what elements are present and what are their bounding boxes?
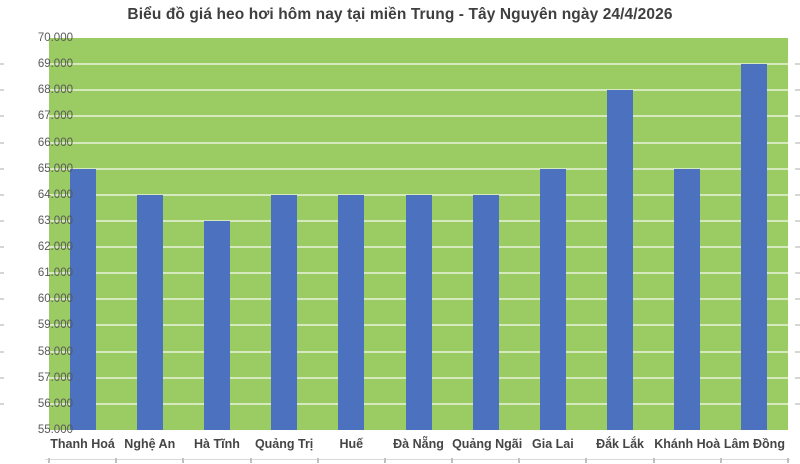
x-tick-label: Hà Tĩnh: [194, 437, 240, 451]
edge-tick: [795, 115, 800, 118]
bottom-axis-tick: [585, 458, 588, 463]
edge-tick: [795, 193, 800, 196]
bar-Thanh Hoá: [69, 168, 96, 430]
edge-tick: [795, 298, 800, 301]
bar-Khánh Hoà: [674, 168, 701, 430]
edge-tick: [795, 167, 800, 170]
gridline: [49, 63, 788, 66]
y-tick-label: 69.000: [37, 58, 73, 71]
bottom-axis-tick: [451, 458, 454, 463]
edge-tick: [795, 324, 800, 327]
gridline: [49, 89, 788, 92]
x-tick-label: Thanh Hoá: [50, 437, 115, 451]
y-tick-label: 60.000: [37, 293, 73, 306]
bar-Đà Nẵng: [405, 194, 432, 430]
bar-Gia Lai: [539, 168, 566, 430]
edge-tick: [0, 298, 4, 301]
edge-tick: [0, 402, 4, 405]
edge-tick: [795, 141, 800, 144]
edge-tick: [0, 115, 4, 118]
bar-Nghệ An: [136, 194, 163, 430]
y-tick-label: 65.000: [37, 162, 73, 175]
edge-tick: [795, 246, 800, 249]
edge-tick: [795, 402, 800, 405]
bar-Đắk Lắk: [607, 90, 634, 430]
edge-tick: [795, 219, 800, 222]
gridline: [49, 193, 788, 196]
y-tick-label: 63.000: [37, 214, 73, 227]
bottom-axis-line: [45, 459, 790, 460]
edge-tick: [795, 89, 800, 92]
bottom-axis-tick: [316, 458, 319, 463]
y-tick-label: 59.000: [37, 319, 73, 332]
x-tick-label: Đắk Lắk: [596, 437, 645, 451]
edge-tick: [795, 272, 800, 275]
y-tick-label: 64.000: [37, 188, 73, 201]
bar-Quảng Ngãi: [472, 194, 499, 430]
gridline: [49, 167, 788, 170]
y-tick-label: 58.000: [37, 345, 73, 358]
x-tick-label: Quảng Ngãi: [452, 437, 523, 451]
plot-area: [49, 38, 788, 430]
bar-Lâm Đồng: [741, 64, 768, 430]
x-tick-label: Lâm Đồng: [723, 437, 785, 451]
bottom-axis-tick: [115, 458, 118, 463]
y-tick-label: 68.000: [37, 84, 73, 97]
edge-tick: [0, 89, 4, 92]
y-tick-label: 66.000: [37, 136, 73, 149]
bottom-axis-tick: [48, 458, 50, 463]
bottom-axis-tick: [518, 458, 521, 463]
x-tick-label: Nghệ An: [124, 437, 176, 451]
gridline: [49, 141, 788, 144]
edge-tick: [0, 141, 4, 144]
edge-tick: [0, 350, 4, 353]
bottom-axis-tick: [719, 458, 722, 463]
edge-tick: [795, 350, 800, 353]
y-tick-label: 55.000: [37, 424, 73, 436]
edge-tick: [795, 63, 800, 66]
y-tick-label: 70.000: [37, 32, 73, 44]
bottom-axis-tick: [787, 458, 789, 463]
y-tick-label: 61.000: [37, 267, 73, 280]
y-axis: 70.000 69.000 68.000 67.000 66.000 65.000 64.0…: [0, 32, 76, 436]
bar-Hà Tĩnh: [203, 220, 230, 430]
y-tick-label: 56.000: [37, 397, 73, 410]
edge-tick: [0, 272, 4, 275]
edge-tick: [0, 63, 4, 66]
x-axis: Thanh Hoá Nghệ An Hà Tĩnh Quảng Trị Huế Đà Nẵ…: [49, 437, 788, 457]
x-tick-label: Gia Lai: [532, 437, 574, 451]
y-tick-label: 57.000: [37, 371, 73, 384]
chart-title: Biểu đồ giá heo hơi hôm nay tại miền Tru…: [127, 6, 673, 23]
x-tick-label: Khánh Hoà: [654, 437, 721, 451]
edge-tick: [0, 376, 4, 379]
edge-tick: [0, 324, 4, 327]
edge-tick: [0, 193, 4, 196]
y-tick-label: 67.000: [37, 110, 73, 123]
x-tick-label: Đà Nẵng: [393, 437, 444, 451]
bottom-axis-tick: [383, 458, 386, 463]
edge-tick: [0, 167, 4, 170]
bar-Quảng Trị: [271, 194, 298, 430]
x-tick-label: Huế: [339, 437, 364, 451]
bottom-axis-tick: [182, 458, 185, 463]
gridline: [49, 115, 788, 118]
bottom-axis-tick: [652, 458, 655, 463]
bar-Huế: [338, 194, 365, 430]
x-tick-label: Quảng Trị: [254, 437, 314, 451]
edge-tick: [0, 219, 4, 222]
bottom-axis-tick: [249, 458, 252, 463]
y-tick-label: 62.000: [37, 241, 73, 254]
edge-tick: [0, 246, 4, 249]
edge-tick: [795, 376, 800, 379]
